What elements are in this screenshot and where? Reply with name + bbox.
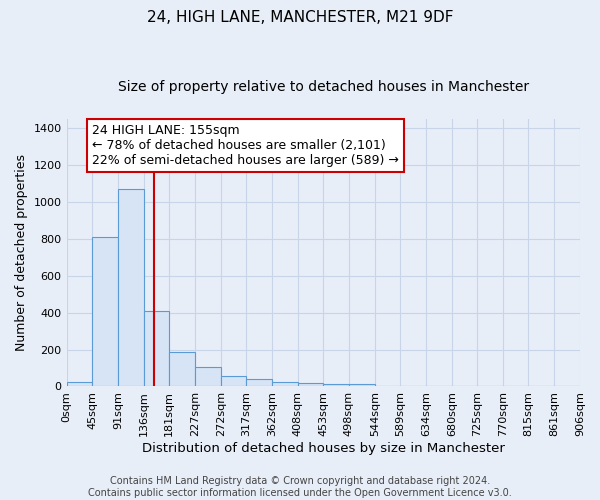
- X-axis label: Distribution of detached houses by size in Manchester: Distribution of detached houses by size …: [142, 442, 505, 455]
- Title: Size of property relative to detached houses in Manchester: Size of property relative to detached ho…: [118, 80, 529, 94]
- Bar: [169, 352, 195, 386]
- Bar: [246, 379, 272, 386]
- Bar: [92, 237, 118, 386]
- Y-axis label: Number of detached properties: Number of detached properties: [15, 154, 28, 351]
- Bar: [221, 376, 246, 386]
- Bar: [143, 311, 169, 386]
- Bar: [118, 189, 143, 386]
- Bar: [67, 382, 92, 386]
- Text: Contains HM Land Registry data © Crown copyright and database right 2024.
Contai: Contains HM Land Registry data © Crown c…: [88, 476, 512, 498]
- Bar: [298, 383, 323, 386]
- Bar: [272, 382, 298, 386]
- Bar: [195, 367, 221, 386]
- Bar: [349, 384, 375, 386]
- Bar: [323, 384, 349, 386]
- Text: 24, HIGH LANE, MANCHESTER, M21 9DF: 24, HIGH LANE, MANCHESTER, M21 9DF: [147, 10, 453, 25]
- Text: 24 HIGH LANE: 155sqm
← 78% of detached houses are smaller (2,101)
22% of semi-de: 24 HIGH LANE: 155sqm ← 78% of detached h…: [92, 124, 399, 168]
